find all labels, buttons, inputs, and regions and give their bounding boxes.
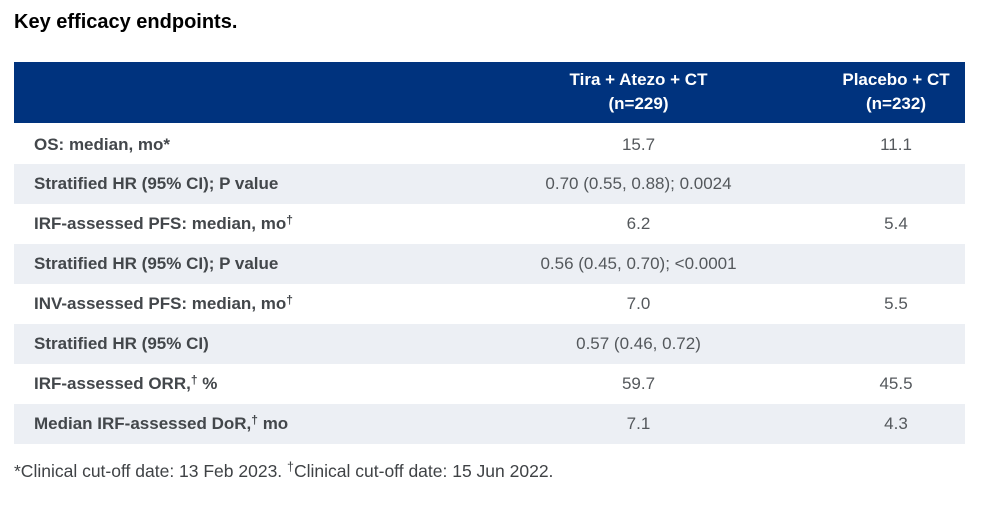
- footnote-part1: *Clinical cut-off date: 13 Feb 2023.: [14, 461, 288, 481]
- row-label-text: Stratified HR (95% CI); P value: [34, 174, 279, 193]
- efficacy-table: Tira + Atezo + CT (n=229) Placebo + CT (…: [14, 62, 965, 444]
- column-header-placebo-line1: Placebo + CT: [842, 70, 950, 90]
- column-header-treatment: Tira + Atezo + CT (n=229): [450, 62, 827, 126]
- row-label-text: Stratified HR (95% CI): [34, 334, 209, 353]
- row-value-placebo: 4.3: [827, 404, 965, 444]
- row-label: IRF-assessed PFS: median, mo†: [14, 204, 450, 244]
- row-label: INV-assessed PFS: median, mo†: [14, 284, 450, 324]
- row-label: Stratified HR (95% CI); P value: [14, 244, 450, 284]
- table-row: INV-assessed PFS: median, mo† 7.0 5.5: [14, 284, 965, 324]
- row-value-treatment: 15.7: [450, 124, 827, 164]
- row-label-text: Median IRF-assessed DoR,: [34, 414, 252, 433]
- row-label: OS: median, mo*: [14, 124, 450, 164]
- row-label: Stratified HR (95% CI); P value: [14, 164, 450, 204]
- row-label-text-post: %: [197, 374, 218, 393]
- row-label-text: Stratified HR (95% CI); P value: [34, 254, 279, 273]
- table-row: Stratified HR (95% CI); P value 0.56 (0.…: [14, 244, 965, 284]
- row-value-placebo: [827, 244, 965, 284]
- row-value-treatment: 6.2: [450, 204, 827, 244]
- column-header-treatment-line2: (n=229): [608, 94, 669, 114]
- dagger-superscript: †: [286, 212, 293, 227]
- column-header-placebo-line2: (n=232): [866, 94, 926, 114]
- row-value-treatment: 59.7: [450, 364, 827, 404]
- header-row: Tira + Atezo + CT (n=229) Placebo + CT (…: [14, 62, 965, 126]
- table-row: Stratified HR (95% CI); P value 0.70 (0.…: [14, 164, 965, 204]
- row-label: Stratified HR (95% CI): [14, 324, 450, 364]
- row-value-treatment: 0.57 (0.46, 0.72): [450, 324, 827, 364]
- row-value-treatment: 7.0: [450, 284, 827, 324]
- table-row: IRF-assessed ORR,† % 59.7 45.5: [14, 364, 965, 404]
- row-value-placebo: [827, 164, 965, 204]
- table-row: IRF-assessed PFS: median, mo† 6.2 5.4: [14, 204, 965, 244]
- row-label-text: INV-assessed PFS: median, mo: [34, 294, 287, 313]
- dagger-superscript: †: [287, 460, 294, 475]
- footnote-part2: Clinical cut-off date: 15 Jun 2022.: [294, 461, 554, 481]
- row-label: IRF-assessed ORR,† %: [14, 364, 450, 404]
- row-label-text: IRF-assessed PFS: median, mo: [34, 214, 287, 233]
- row-value-placebo: 5.4: [827, 204, 965, 244]
- row-value-placebo: 45.5: [827, 364, 965, 404]
- table-row: OS: median, mo* 15.7 11.1: [14, 124, 965, 164]
- dagger-superscript: †: [190, 372, 198, 387]
- page-title: Key efficacy endpoints.: [14, 11, 238, 33]
- row-value-treatment: 0.56 (0.45, 0.70); <0.0001: [450, 244, 827, 284]
- row-label-text-post: mo: [257, 414, 289, 433]
- row-value-treatment: 7.1: [450, 404, 827, 444]
- row-value-treatment: 0.70 (0.55, 0.88); 0.0024: [450, 164, 827, 204]
- table-row: Stratified HR (95% CI) 0.57 (0.46, 0.72): [14, 324, 965, 364]
- column-header-treatment-line1: Tira + Atezo + CT: [569, 70, 708, 90]
- row-value-placebo: 5.5: [827, 284, 965, 324]
- column-header-placebo: Placebo + CT (n=232): [827, 62, 965, 126]
- dagger-superscript: †: [251, 412, 258, 427]
- row-label-text: OS: median, mo*: [34, 134, 171, 154]
- dagger-superscript: †: [286, 292, 293, 307]
- row-label: Median IRF-assessed DoR,† mo: [14, 404, 450, 444]
- row-value-placebo: 11.1: [827, 124, 965, 164]
- table-row: Median IRF-assessed DoR,† mo 7.1 4.3: [14, 404, 965, 444]
- row-value-placebo: [827, 324, 965, 364]
- column-header-empty: [14, 62, 450, 126]
- footnote: *Clinical cut-off date: 13 Feb 2023. †Cl…: [14, 461, 990, 482]
- row-label-text: IRF-assessed ORR,: [34, 374, 191, 393]
